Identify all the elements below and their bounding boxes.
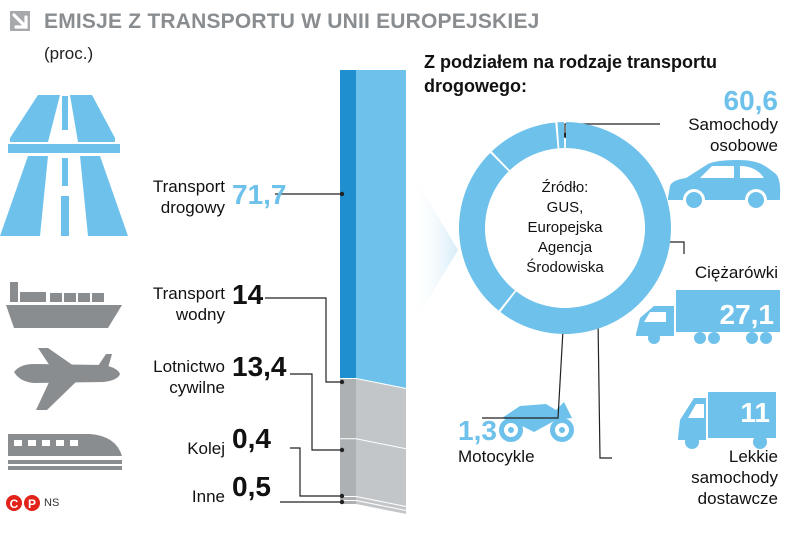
bar-label-transport-wodny: Transport wodny: [153, 283, 225, 325]
bar-value-transport-drogowy: 71,7: [232, 179, 287, 210]
bar-label-line: wodny: [175, 305, 225, 324]
car-icon: [668, 160, 781, 211]
bar-label-line: Kolej: [187, 439, 225, 458]
stacked-bar: [340, 70, 407, 516]
donut-slice-samochody-osobowe: [500, 122, 671, 334]
source-note-line: GUS,: [546, 199, 584, 216]
svg-text:P: P: [28, 497, 36, 511]
source-note: Źródło: GUS, Europejska Agencja Środowiska: [500, 178, 630, 278]
donut-slice-motocykle: [557, 122, 565, 149]
donut-label-ciezarowki: Ciężarówki: [695, 262, 778, 283]
bar-label-line: Transport: [152, 284, 225, 303]
highway-icon: [0, 95, 128, 236]
source-note-line: Źródło:: [541, 179, 589, 196]
pointer-arrow: [410, 170, 458, 330]
chart-subtitle: Z podziałem na rodzaje transportu drogow…: [424, 52, 718, 96]
donut-slice-ciezarowki: [458, 152, 515, 311]
donut-label-line: Motocykle: [458, 447, 535, 466]
donut-value-lekkie-samochody-dostawcze: 11: [740, 397, 770, 428]
bar-value-lotnictwo-cywilne: 13,4: [232, 351, 287, 382]
donut-label-line: osobowe: [709, 136, 778, 155]
bar-label-line: Transport: [152, 177, 225, 196]
bar-label-line: Lotnictwo: [153, 357, 225, 376]
donut-value-ciezarowki: 27,1: [719, 299, 775, 330]
bar-value-kolej: 0,4: [232, 423, 271, 454]
donut-label-line: Samochody: [688, 115, 778, 134]
arrow-down-right-icon: [10, 11, 30, 31]
donut-label-line: samochody: [691, 468, 778, 487]
bar-label-line: Inne: [191, 487, 225, 506]
donut-label-lekkie-samochody-dostawcze: Lekkie samochody dostawcze: [691, 446, 778, 509]
airplane-icon: [14, 348, 120, 410]
train-icon: [8, 434, 122, 470]
copyright-logo-icon: C P: [6, 495, 40, 511]
leader-kolej: [290, 447, 342, 497]
donut-label-line: Ciężarówki: [694, 263, 778, 282]
donut-label-line: dostawcze: [697, 489, 778, 508]
donut-label-motocykle: Motocykle: [458, 446, 535, 467]
bar-label-line: cywilne: [169, 378, 225, 397]
leader-transport-wodny: [265, 297, 342, 383]
donut-value-samochody-osobowe: 60,6: [723, 85, 779, 116]
bar-segment-transport-wodny: [340, 378, 407, 451]
source-note-line: Agencja: [537, 239, 593, 256]
donut-slice-lekkie-samochody-dostawcze: [491, 122, 558, 171]
bar-label-line: drogowy: [160, 198, 225, 217]
source-note-line: Europejska: [527, 219, 603, 236]
source-note-line: Środowiska: [526, 259, 604, 276]
svg-text:C: C: [10, 497, 19, 511]
credit-text: NS: [44, 497, 60, 509]
donut-chart: [458, 122, 671, 334]
leader-lotnictwo-cywilne: [290, 373, 342, 451]
bar-label-lotnictwo-cywilne: Lotnictwo cywilne: [153, 356, 225, 398]
unit-label: (proc.): [44, 44, 94, 63]
motorcycle-icon: [499, 402, 574, 442]
donut-value-motocykle: 1,3: [458, 415, 497, 446]
truck-icon: [636, 290, 780, 344]
bar-label-inne: Inne: [192, 486, 225, 507]
chart-title: EMISJE Z TRANSPORTU W UNII EUROPEJSKIEJ: [44, 10, 540, 33]
bar-label-kolej: Kolej: [187, 438, 225, 459]
bar-value-transport-wodny: 14: [232, 279, 264, 310]
donut-label-line: Lekkie: [728, 447, 778, 466]
donut-label-samochody-osobowe: Samochody osobowe: [688, 114, 778, 156]
bar-value-inne: 0,5: [232, 471, 271, 502]
ship-icon: [6, 282, 122, 328]
bar-segment-transport-drogowy: [340, 70, 407, 390]
van-icon: [678, 392, 776, 449]
bar-segment-lotnictwo-cywilne: [340, 439, 407, 508]
bar-label-transport-drogowy: Transport drogowy: [153, 176, 225, 218]
